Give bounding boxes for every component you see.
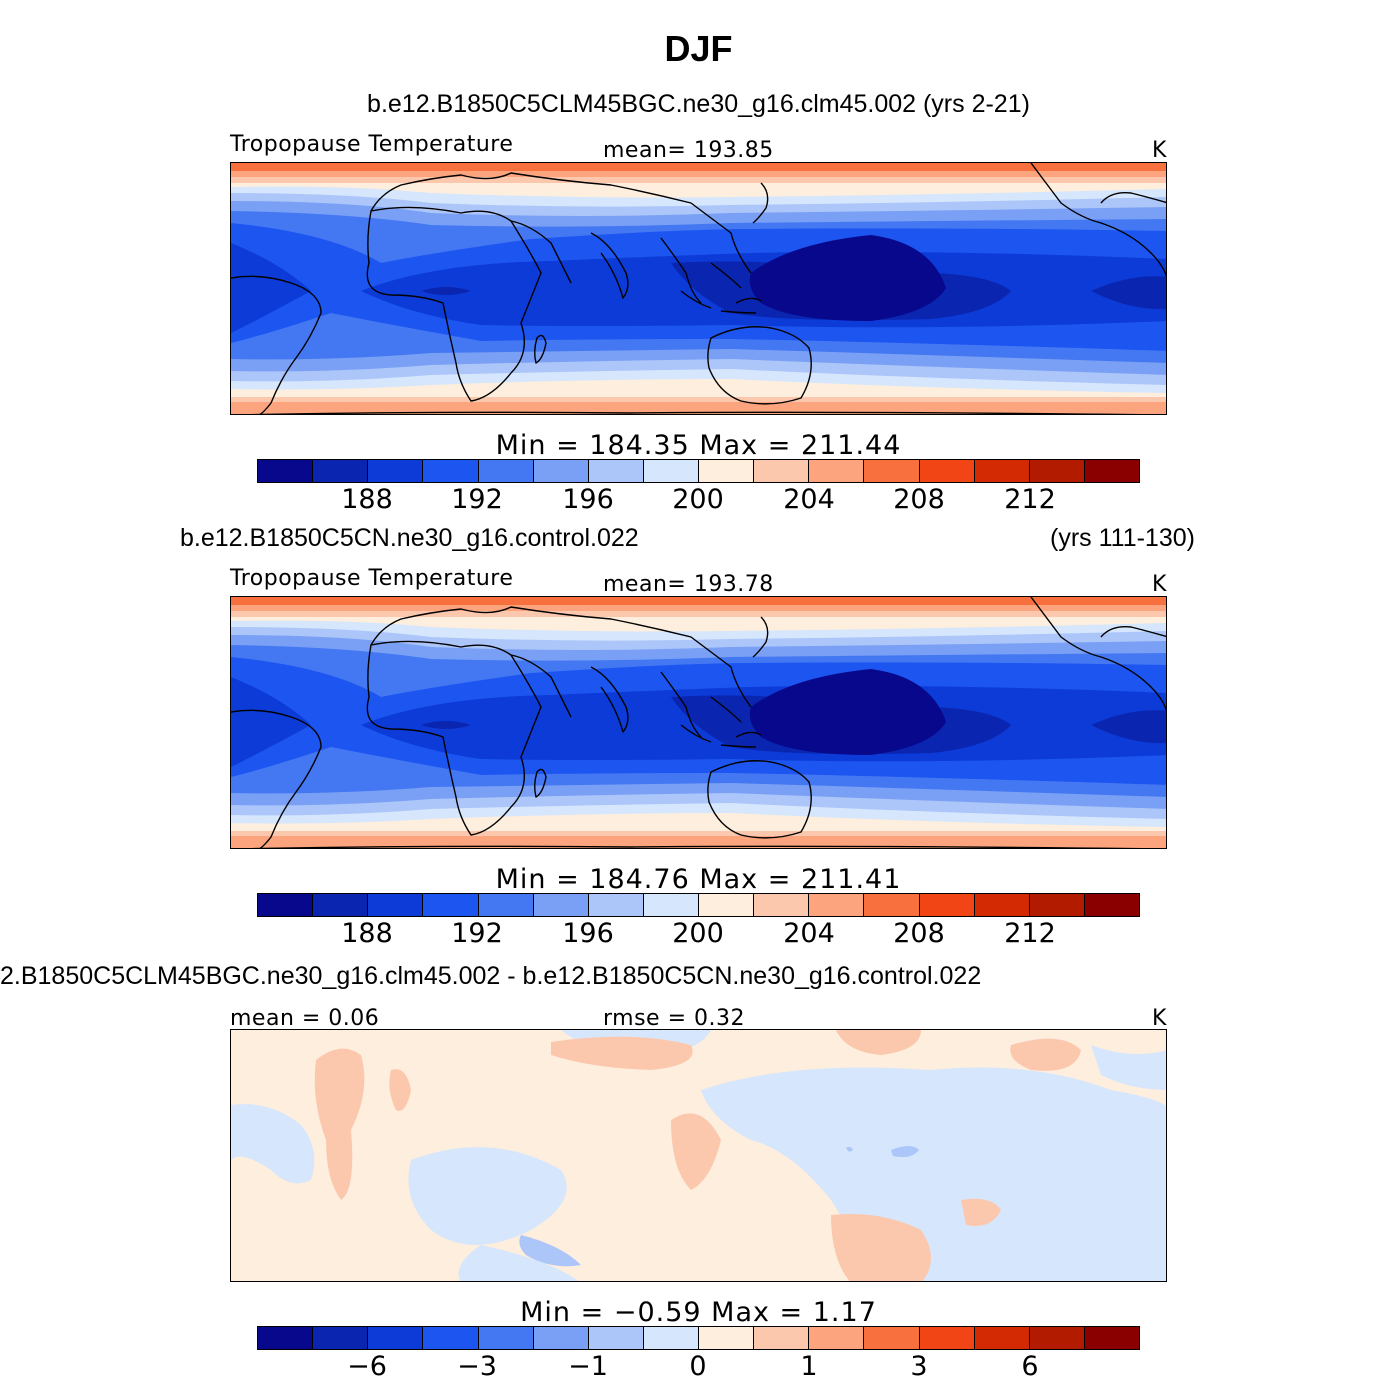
panel1-colorbar (257, 459, 1140, 483)
panel3-colorbar-tick: −6 (347, 1351, 387, 1382)
panel1-colorbar-tick: 204 (783, 484, 835, 515)
colorbar-swatch (919, 460, 975, 482)
panel3-colorbar-tick: 3 (910, 1351, 928, 1382)
panel2-colorbar-tick: 188 (341, 918, 393, 949)
colorbar-swatch (809, 894, 865, 916)
panel3-colorbar (257, 1326, 1140, 1350)
colorbar-swatch (588, 894, 644, 916)
panel1-colorbar-tick: 196 (562, 484, 614, 515)
panel3-units-label: K (1152, 1006, 1167, 1031)
colorbar-swatch (1084, 460, 1139, 482)
panel1-units-label: K (1152, 138, 1167, 163)
panel1-colorbar-tick: 188 (341, 484, 393, 515)
colorbar-swatch (258, 460, 314, 482)
panel3-case-title: 2.B1850C5CLM45BGC.ne30_g16.clm45.002 - b… (0, 962, 982, 990)
panel2-colorbar (257, 893, 1140, 917)
colorbar-swatch (1029, 894, 1085, 916)
colorbar-swatch (1029, 460, 1085, 482)
panel3-colorbar-tick: 1 (800, 1351, 818, 1382)
colorbar-swatch (643, 460, 699, 482)
panel1-colorbar-tick: 200 (672, 484, 724, 515)
panel3-colorbar-tick: 6 (1021, 1351, 1039, 1382)
colorbar-swatch (809, 460, 865, 482)
colorbar-swatch (974, 460, 1030, 482)
colorbar-swatch (533, 1327, 589, 1349)
panel1-case-title: b.e12.B1850C5CLM45BGC.ne30_g16.clm45.002… (367, 90, 1030, 118)
panel2-colorbar-tick: 208 (893, 918, 945, 949)
panel2-mean-label: mean= 193.78 (603, 572, 774, 597)
colorbar-swatch (588, 1327, 644, 1349)
panel1-colorbar-tick: 208 (893, 484, 945, 515)
colorbar-swatch (864, 1327, 920, 1349)
colorbar-swatch (423, 1327, 479, 1349)
colorbar-swatch (754, 894, 810, 916)
colorbar-swatch (478, 1327, 534, 1349)
colorbar-swatch (809, 1327, 865, 1349)
colorbar-swatch (754, 1327, 810, 1349)
panel2-colorbar-tick: 204 (783, 918, 835, 949)
panel2-case-title: b.e12.B1850C5CN.ne30_g16.control.022 (180, 524, 639, 552)
panel1-variable-label: Tropopause Temperature (230, 132, 514, 157)
panel1-colorbar-tick: 192 (451, 484, 503, 515)
main-title: DJF (664, 28, 733, 69)
colorbar-swatch (919, 1327, 975, 1349)
panel2-colorbar-tick: 200 (672, 918, 724, 949)
panel2-map (230, 596, 1167, 849)
panel2-colorbar-tick: 212 (1004, 918, 1056, 949)
panel1-map (230, 162, 1167, 415)
colorbar-swatch (699, 1327, 755, 1349)
panel2-minmax: Min = 184.76 Max = 211.41 (495, 864, 902, 895)
colorbar-swatch (1084, 1327, 1139, 1349)
panel3-rmse-label: rmse = 0.32 (603, 1006, 745, 1031)
panel2-variable-label: Tropopause Temperature (230, 566, 514, 591)
colorbar-swatch (313, 1327, 369, 1349)
panel2-colorbar-tick: 192 (451, 918, 503, 949)
panel3-map (230, 1029, 1167, 1282)
colorbar-swatch (423, 894, 479, 916)
colorbar-swatch (478, 460, 534, 482)
panel2-case-years: (yrs 111-130) (1050, 524, 1195, 552)
colorbar-swatch (1029, 1327, 1085, 1349)
colorbar-swatch (368, 460, 424, 482)
panel2-units-label: K (1152, 572, 1167, 597)
colorbar-swatch (974, 1327, 1030, 1349)
colorbar-swatch (533, 894, 589, 916)
panel3-colorbar-tick: −1 (568, 1351, 608, 1382)
colorbar-swatch (313, 460, 369, 482)
panel1-colorbar-tick: 212 (1004, 484, 1056, 515)
colorbar-swatch (313, 894, 369, 916)
colorbar-swatch (533, 460, 589, 482)
colorbar-swatch (478, 894, 534, 916)
colorbar-swatch (368, 894, 424, 916)
panel1-minmax: Min = 184.35 Max = 211.44 (495, 430, 902, 461)
colorbar-swatch (864, 460, 920, 482)
panel3-mean-label: mean = 0.06 (230, 1006, 380, 1031)
colorbar-swatch (919, 894, 975, 916)
panel3-colorbar-tick: −3 (457, 1351, 497, 1382)
colorbar-swatch (699, 894, 755, 916)
colorbar-swatch (258, 1327, 314, 1349)
colorbar-swatch (699, 460, 755, 482)
panel2-colorbar-tick: 196 (562, 918, 614, 949)
colorbar-swatch (423, 460, 479, 482)
panel3-colorbar-tick: 0 (689, 1351, 707, 1382)
panel1-mean-label: mean= 193.85 (603, 138, 774, 163)
colorbar-swatch (754, 460, 810, 482)
colorbar-swatch (864, 894, 920, 916)
colorbar-swatch (643, 1327, 699, 1349)
colorbar-swatch (368, 1327, 424, 1349)
panel3-minmax: Min = −0.59 Max = 1.17 (520, 1297, 877, 1328)
colorbar-swatch (1084, 894, 1139, 916)
colorbar-swatch (588, 460, 644, 482)
colorbar-swatch (258, 894, 314, 916)
colorbar-swatch (643, 894, 699, 916)
colorbar-swatch (974, 894, 1030, 916)
